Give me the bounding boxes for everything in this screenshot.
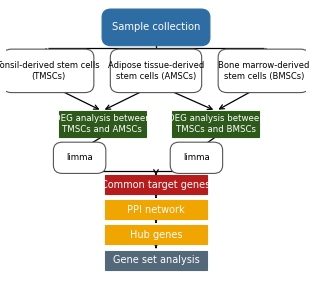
Text: DEG analysis between
TMSCs and AMSCs: DEG analysis between TMSCs and AMSCs xyxy=(54,114,150,134)
FancyBboxPatch shape xyxy=(53,142,106,173)
FancyBboxPatch shape xyxy=(105,175,207,194)
Text: Hub genes: Hub genes xyxy=(130,230,182,240)
Text: Tonsil-derived stem cells
(TMSCs): Tonsil-derived stem cells (TMSCs) xyxy=(0,61,100,81)
FancyBboxPatch shape xyxy=(59,111,145,137)
FancyBboxPatch shape xyxy=(218,49,310,93)
FancyBboxPatch shape xyxy=(173,111,259,137)
FancyBboxPatch shape xyxy=(105,226,207,245)
FancyBboxPatch shape xyxy=(110,49,202,93)
Text: Sample collection: Sample collection xyxy=(112,22,200,32)
Text: Common target genes: Common target genes xyxy=(101,180,211,190)
FancyBboxPatch shape xyxy=(105,251,207,270)
FancyBboxPatch shape xyxy=(105,200,207,220)
Text: Adipose tissue-derived
stem cells (AMSCs): Adipose tissue-derived stem cells (AMSCs… xyxy=(108,61,204,81)
FancyBboxPatch shape xyxy=(2,49,94,93)
Text: limma: limma xyxy=(183,153,210,162)
FancyBboxPatch shape xyxy=(170,142,223,173)
Text: DEG analysis between
TMSCs and BMSCs: DEG analysis between TMSCs and BMSCs xyxy=(168,114,264,134)
Text: limma: limma xyxy=(66,153,93,162)
Text: PPI network: PPI network xyxy=(127,205,185,215)
Text: Bone marrow-derived
stem cells (BMSCs): Bone marrow-derived stem cells (BMSCs) xyxy=(218,61,310,81)
FancyBboxPatch shape xyxy=(102,9,210,46)
Text: Gene set analysis: Gene set analysis xyxy=(113,256,199,265)
